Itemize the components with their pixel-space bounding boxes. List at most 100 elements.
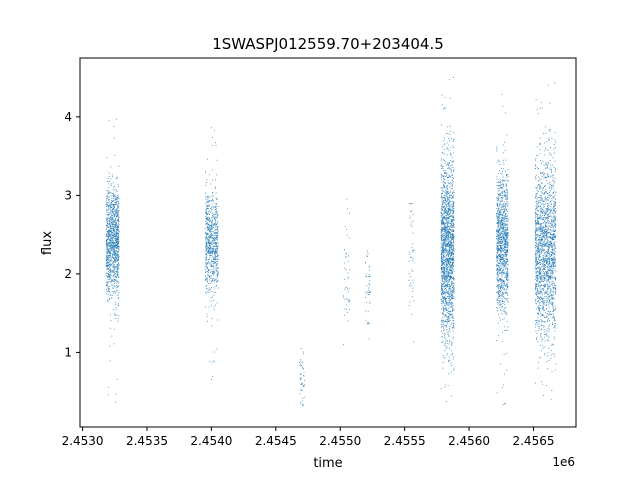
data-point [216, 274, 218, 276]
data-point [303, 385, 305, 387]
data-point [113, 220, 115, 222]
data-point [115, 232, 117, 233]
data-point [441, 284, 443, 286]
data-point [505, 112, 507, 114]
data-point [207, 270, 209, 272]
data-point [212, 248, 214, 250]
data-point [445, 204, 447, 206]
data-point [447, 239, 449, 240]
data-point [505, 203, 507, 204]
data-point [110, 215, 112, 217]
data-point [501, 180, 503, 182]
data-point [109, 204, 111, 206]
data-point [449, 222, 450, 224]
data-point [441, 308, 443, 310]
data-point [447, 191, 449, 193]
data-point [111, 264, 113, 265]
data-point [500, 231, 502, 233]
data-point [111, 197, 113, 199]
data-point [110, 204, 111, 206]
data-point [450, 288, 452, 290]
data-point [217, 205, 219, 207]
data-point [451, 244, 453, 246]
data-point [113, 219, 114, 220]
data-point [112, 223, 114, 225]
data-point [118, 217, 120, 218]
data-point [441, 158, 442, 160]
data-point [500, 255, 502, 256]
data-point [409, 217, 411, 219]
data-point [501, 273, 503, 275]
data-point [536, 201, 538, 203]
data-point [209, 217, 210, 219]
data-point [500, 259, 502, 260]
data-point [113, 234, 114, 236]
data-point [444, 266, 446, 268]
data-point [443, 287, 445, 289]
data-point [113, 194, 115, 196]
data-point [441, 254, 443, 256]
data-point [449, 277, 450, 279]
data-point [502, 235, 504, 237]
data-point [441, 284, 443, 286]
data-point [452, 325, 454, 327]
data-point [500, 251, 502, 253]
data-point [441, 220, 443, 222]
data-point [447, 279, 449, 281]
data-point [443, 252, 445, 254]
data-point [496, 265, 498, 267]
data-point [442, 275, 443, 277]
data-point [453, 218, 455, 220]
data-point [107, 254, 109, 256]
data-point [109, 265, 111, 267]
data-point [440, 236, 442, 238]
data-point [210, 236, 212, 237]
data-point [369, 265, 371, 267]
data-point [448, 138, 449, 139]
data-point [105, 239, 107, 241]
data-point [496, 213, 498, 214]
data-point [452, 253, 454, 255]
data-point [447, 164, 449, 166]
data-point [448, 208, 450, 210]
data-point [216, 211, 218, 213]
data-point [106, 284, 107, 286]
data-point [452, 139, 454, 141]
data-point [215, 219, 217, 221]
data-point [114, 249, 116, 251]
data-point [116, 256, 118, 258]
data-point [116, 247, 118, 248]
data-point [446, 283, 448, 285]
data-point [209, 235, 211, 237]
data-point [448, 327, 450, 329]
data-point [444, 281, 446, 283]
data-point [443, 272, 445, 274]
data-point [504, 265, 506, 266]
data-point [505, 195, 507, 196]
data-point [205, 216, 207, 218]
data-point [448, 176, 450, 178]
data-point [507, 280, 509, 281]
data-point [450, 306, 452, 307]
data-point [506, 275, 508, 277]
data-point [444, 304, 445, 306]
data-point [449, 269, 451, 271]
data-point [109, 253, 111, 255]
data-point [109, 229, 111, 231]
data-point [502, 319, 504, 321]
data-point [113, 247, 115, 249]
data-point [448, 245, 450, 247]
data-point [444, 271, 446, 273]
data-point [440, 164, 442, 166]
data-point [440, 300, 442, 302]
data-point [446, 243, 448, 245]
data-point [450, 250, 452, 252]
data-point [505, 176, 507, 178]
data-point [505, 246, 507, 248]
data-point [409, 301, 411, 303]
data-point [207, 205, 208, 207]
data-point [499, 294, 501, 296]
data-point [299, 377, 301, 379]
data-point [453, 213, 455, 215]
data-point [443, 302, 445, 304]
